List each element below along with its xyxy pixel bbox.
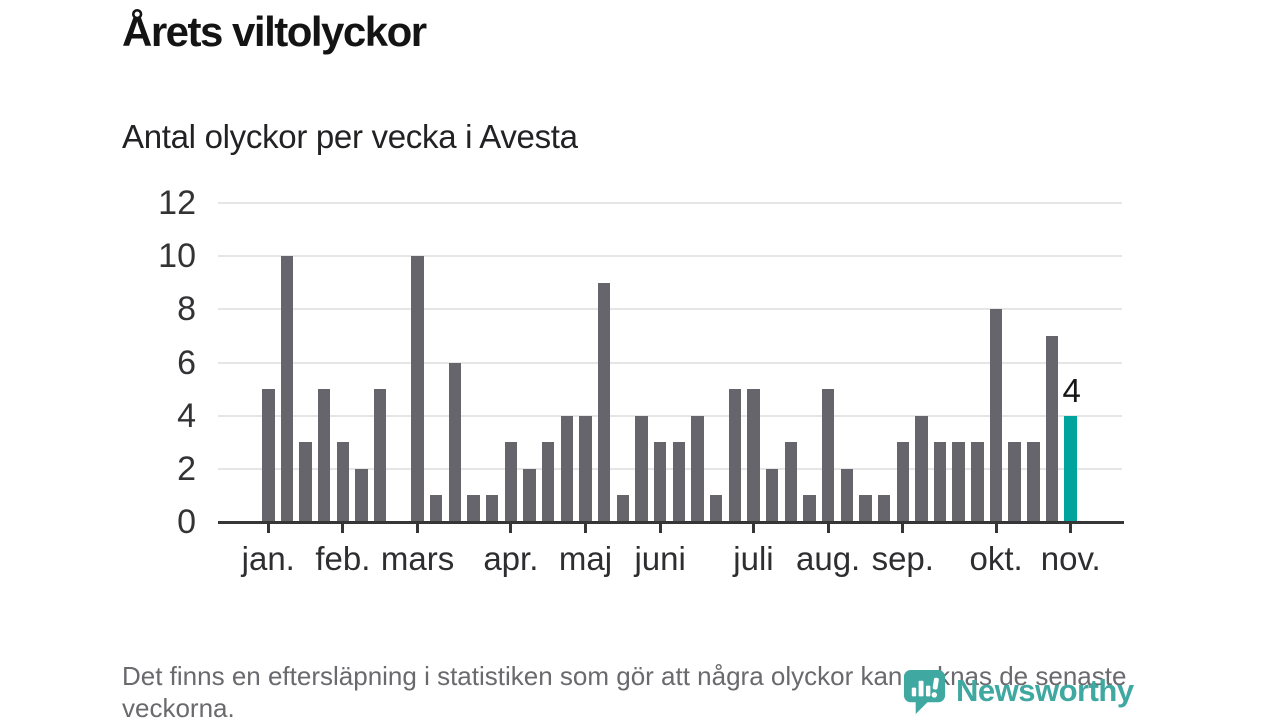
bar-week-21 bbox=[635, 415, 648, 522]
bar-week-15 bbox=[523, 468, 536, 522]
month-label-nov: nov. bbox=[1040, 540, 1101, 577]
month-label-apr: apr. bbox=[483, 540, 539, 577]
bar-week-41 bbox=[1008, 442, 1021, 522]
bar-week-18 bbox=[579, 415, 592, 522]
gridline bbox=[218, 255, 1122, 258]
month-label-maj: maj bbox=[558, 540, 613, 577]
bar-week-14 bbox=[504, 442, 518, 522]
bar-week-19 bbox=[597, 282, 611, 522]
bar-week-12 bbox=[467, 495, 480, 522]
bar-week-39 bbox=[971, 442, 984, 522]
bar-week-5 bbox=[336, 442, 350, 522]
bar-week-31 bbox=[821, 389, 835, 522]
bar-week-3 bbox=[299, 442, 312, 522]
month-tick bbox=[341, 524, 345, 533]
bar-week-30 bbox=[803, 495, 816, 522]
bar-week-11 bbox=[448, 362, 462, 522]
gridline bbox=[218, 308, 1122, 311]
month-tick bbox=[416, 524, 420, 533]
bar-week-20 bbox=[616, 495, 630, 522]
month-tick bbox=[1069, 524, 1073, 533]
month-label-mars: mars bbox=[380, 540, 455, 577]
y-axis-label: 2 bbox=[177, 449, 196, 488]
month-tick bbox=[901, 524, 905, 533]
bar-week-17 bbox=[560, 415, 574, 522]
bar-week-4 bbox=[317, 389, 331, 522]
bar-week-38 bbox=[952, 442, 965, 522]
bar-week-36 bbox=[915, 415, 928, 522]
month-tick bbox=[266, 524, 270, 533]
month-label-aug: aug. bbox=[795, 540, 861, 577]
bar-week-29 bbox=[784, 442, 798, 522]
bar-week-2 bbox=[280, 256, 294, 522]
bar-week-22 bbox=[653, 442, 667, 522]
bar-week-33 bbox=[859, 495, 872, 522]
bar-week-16 bbox=[541, 442, 555, 522]
chart-title: Årets viltolyckor bbox=[122, 8, 427, 55]
bar-week-43 bbox=[1045, 335, 1059, 522]
bar-week-7 bbox=[373, 389, 387, 522]
plot-area: 4 bbox=[218, 202, 1122, 522]
month-tick bbox=[751, 524, 755, 533]
month-tick bbox=[509, 524, 513, 533]
month-label-feb: feb. bbox=[315, 540, 371, 577]
month-label-jan: jan. bbox=[241, 540, 295, 577]
bar-week-23 bbox=[672, 442, 686, 522]
gridline bbox=[218, 414, 1122, 417]
bar-week-1 bbox=[262, 389, 275, 522]
footnote: Det finns en eftersläpning i statistiken… bbox=[122, 661, 1127, 723]
month-tick bbox=[658, 524, 662, 533]
bar-week-27 bbox=[747, 389, 760, 522]
highlight-bar bbox=[1064, 415, 1077, 522]
bar-week-34 bbox=[877, 495, 891, 522]
y-axis-label: 8 bbox=[177, 290, 196, 329]
bar-week-6 bbox=[355, 468, 368, 522]
gridline bbox=[218, 202, 1122, 204]
bar-week-10 bbox=[429, 495, 443, 522]
bar-week-37 bbox=[933, 442, 947, 522]
gridline bbox=[218, 467, 1122, 470]
bar-week-28 bbox=[765, 468, 779, 522]
bar-week-35 bbox=[896, 442, 909, 522]
newsworthy-logo: Newsworthy bbox=[901, 667, 1134, 715]
bar-chart: 0 2 4 6 8 10 12 4 jan. feb. mars apr. maj juni juli a… bbox=[158, 184, 1124, 577]
y-axis-label: 6 bbox=[177, 343, 196, 382]
bar-week-24 bbox=[691, 415, 704, 522]
month-tick bbox=[826, 524, 830, 533]
y-axis-label: 12 bbox=[158, 184, 196, 222]
month-tick bbox=[584, 524, 587, 533]
month-label-juni: juni bbox=[634, 540, 686, 577]
bar-week-13 bbox=[485, 495, 499, 522]
gridline bbox=[218, 361, 1122, 364]
bar-week-42 bbox=[1027, 442, 1040, 522]
bar-week-25 bbox=[709, 495, 723, 522]
bar-week-40 bbox=[989, 309, 1003, 522]
month-label-okt: okt. bbox=[969, 540, 1023, 577]
newsworthy-wordmark: Newsworthy bbox=[956, 673, 1134, 708]
y-axis-label: 4 bbox=[177, 396, 196, 435]
x-axis-baseline bbox=[218, 521, 1124, 524]
value-annotation: 4 bbox=[1062, 371, 1081, 409]
y-axis-label: 0 bbox=[177, 503, 196, 541]
month-label-juli: juli bbox=[733, 540, 774, 577]
bar-week-32 bbox=[840, 468, 854, 522]
bar-week-9 bbox=[411, 256, 424, 522]
month-tick bbox=[994, 524, 998, 533]
month-label-sep: sep. bbox=[871, 540, 934, 577]
bar-week-26 bbox=[728, 389, 742, 522]
chart-subtitle: Antal olyckor per vecka i Avesta bbox=[122, 118, 578, 155]
newsworthy-bubble-chart-icon bbox=[903, 669, 946, 715]
y-axis-label: 10 bbox=[158, 237, 196, 276]
